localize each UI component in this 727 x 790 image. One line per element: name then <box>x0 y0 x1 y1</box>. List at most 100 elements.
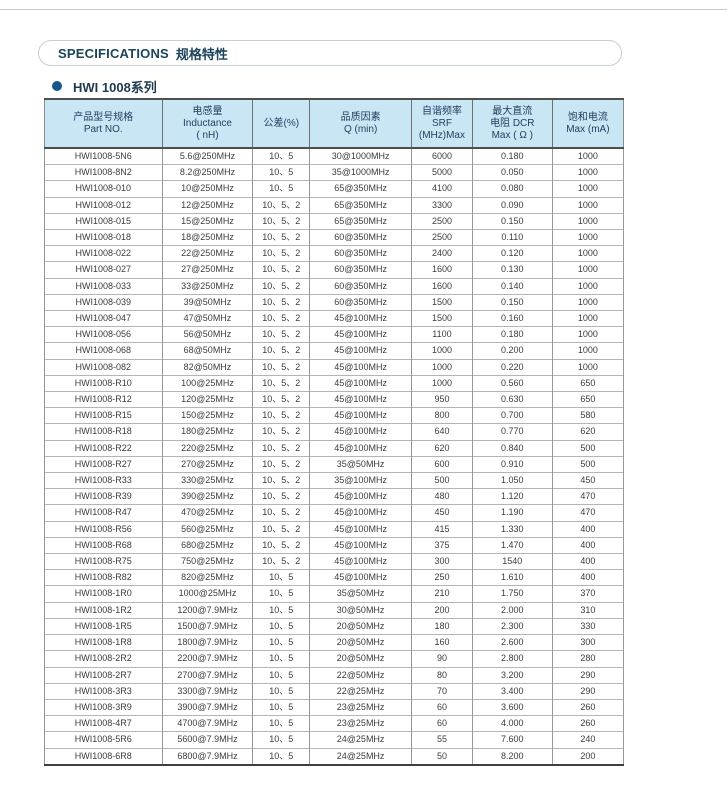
cell: HWI1008-5R6 <box>44 731 163 749</box>
cell: 65@350MHz <box>309 180 413 198</box>
cell: HWI1008-3R3 <box>44 682 163 700</box>
table-row: HWI1008-027 27@250MHz 10、5、2 60@350MHz 1600 0… <box>44 261 625 279</box>
cell: 1500@7.9MHz <box>161 617 254 635</box>
cell: HWI1008-027 <box>44 261 163 279</box>
cell: 60@350MHz <box>309 277 413 295</box>
table-row: HWI1008-R39 390@25MHz 10、5、2 45@100MHz 480 1.… <box>44 488 625 505</box>
header-row: 产品型号规格 Part NO. 电感量 Inductance( nH) 公差(%) 品质因… <box>44 98 625 149</box>
table-row: HWI1008-010 10@250MHz 10、5 65@350MHz 4100 0.0… <box>44 180 625 198</box>
cell: 0.700 <box>471 407 553 424</box>
section-title-en: SPECIFICATIONS <box>58 45 169 61</box>
cell: 3300@7.9MHz <box>161 682 254 700</box>
cell: 330 <box>551 617 625 635</box>
cell: 1.050 <box>471 472 553 489</box>
cell: HWI1008-082 <box>44 358 163 376</box>
cell: 10、5 <box>252 180 311 198</box>
table-row: HWI1008-047 47@50MHz 10、5、2 45@100MHz 1500 0.… <box>44 310 625 327</box>
cell: 10、5 <box>252 650 311 667</box>
cell: 10、5 <box>252 569 311 586</box>
cell: HWI1008-8N2 <box>44 164 163 181</box>
cell: HWI1008-4R7 <box>44 715 163 732</box>
cell: 600 <box>411 455 473 473</box>
cell: 1500 <box>411 293 473 311</box>
cell: 0.560 <box>471 374 553 392</box>
cell: 650 <box>551 391 625 408</box>
cell: 120@25MHz <box>161 391 254 408</box>
table-row: HWI1008-R22 220@25MHz 10、5、2 45@100MHz 620 0.… <box>44 439 625 457</box>
cell: 1.470 <box>471 536 553 554</box>
cell: 4100 <box>411 180 473 198</box>
cell: 1.750 <box>471 585 553 603</box>
cell: 30@50MHz <box>309 601 413 619</box>
cell: 1.190 <box>471 504 553 522</box>
cell: 500 <box>411 472 473 489</box>
cell: HWI1008-3R9 <box>44 698 163 716</box>
column-header: 电感量 Inductance( nH) <box>161 98 254 149</box>
cell: 65@350MHz <box>309 196 413 214</box>
cell: 680@25MHz <box>161 536 254 554</box>
cell: 10、5、2 <box>252 212 311 230</box>
column-header: 产品型号规格 Part NO. <box>44 98 163 149</box>
cell: 0.150 <box>471 293 553 311</box>
table-row: HWI1008-039 39@50MHz 10、5、2 60@350MHz 1500 0.… <box>44 293 625 311</box>
cell: 24@25MHz <box>309 747 413 765</box>
cell: 10、5、2 <box>252 520 311 538</box>
table-row: HWI1008-R15 150@25MHz 10、5、2 45@100MHz 800 0.… <box>44 407 625 424</box>
cell: 10、5、2 <box>252 342 311 360</box>
cell: 1000 <box>551 164 625 181</box>
cell: 0.180 <box>471 326 553 343</box>
cell: 45@100MHz <box>309 310 413 327</box>
table-row: HWI1008-056 56@50MHz 10、5、2 45@100MHz 1100 0.… <box>44 326 625 343</box>
cell: 35@100MHz <box>309 472 413 489</box>
cell: 10、5 <box>252 634 311 651</box>
cell: 10、5、2 <box>252 553 311 570</box>
cell: 10、5、2 <box>252 293 311 311</box>
cell: 20@50MHz <box>309 617 413 635</box>
cell: 415 <box>411 520 473 538</box>
cell: 5000 <box>411 164 473 181</box>
cell: 10、5 <box>252 617 311 635</box>
cell: 280 <box>551 650 625 667</box>
cell: 68@50MHz <box>161 342 254 360</box>
cell: 0.080 <box>471 180 553 198</box>
cell: 45@100MHz <box>309 374 413 392</box>
cell: HWI1008-R27 <box>44 455 163 473</box>
cell: 370 <box>551 585 625 603</box>
cell: 1000 <box>551 293 625 311</box>
table-row: HWI1008-5N6 5.6@250MHz 10、5 30@1000MHz 6000 0… <box>44 148 625 165</box>
cell: 10、5、2 <box>252 229 311 246</box>
cell: HWI1008-6R8 <box>44 747 163 765</box>
cell: 20@50MHz <box>309 650 413 667</box>
cell: 45@100MHz <box>309 569 413 586</box>
column-header: 饱和电流 Max (mA) <box>551 98 625 149</box>
cell: 240 <box>551 731 625 749</box>
cell: 400 <box>551 569 625 586</box>
table-row: HWI1008-5R6 5600@7.9MHz 10、5 24@25MHz 55 7.60… <box>44 731 625 749</box>
cell: 23@25MHz <box>309 715 413 732</box>
cell: 45@100MHz <box>309 423 413 441</box>
cell: 290 <box>551 666 625 684</box>
table-row: HWI1008-R33 330@25MHz 10、5、2 35@100MHz 500 1.… <box>44 472 625 489</box>
cell: 27@250MHz <box>161 261 254 279</box>
cell: 260 <box>551 715 625 732</box>
section-title-cn: 规格特性 <box>175 46 228 62</box>
cell: 8.200 <box>471 747 553 765</box>
cell: 2500 <box>411 229 473 246</box>
cell: 6800@7.9MHz <box>161 747 254 765</box>
cell: 22@25MHz <box>309 682 413 700</box>
column-header: 最大直流 电阻 DCR Max ( Ω ) <box>471 98 553 149</box>
cell: 35@50MHz <box>309 455 413 473</box>
cell: 10、5 <box>252 601 311 619</box>
cell: 470 <box>551 488 625 505</box>
cell: 0.140 <box>471 277 553 295</box>
cell: 310 <box>551 601 625 619</box>
cell: 33@250MHz <box>161 277 254 295</box>
spec-table: 产品型号规格 Part NO. 电感量 Inductance( nH) 公差(%) 品质因… <box>44 98 625 766</box>
cell: 45@100MHz <box>309 504 413 522</box>
cell: 65@350MHz <box>309 212 413 230</box>
cell: 210 <box>411 585 473 603</box>
cell: 620 <box>411 439 473 457</box>
cell: 60@350MHz <box>309 293 413 311</box>
cell: 2700@7.9MHz <box>161 666 254 684</box>
cell: 23@25MHz <box>309 698 413 716</box>
